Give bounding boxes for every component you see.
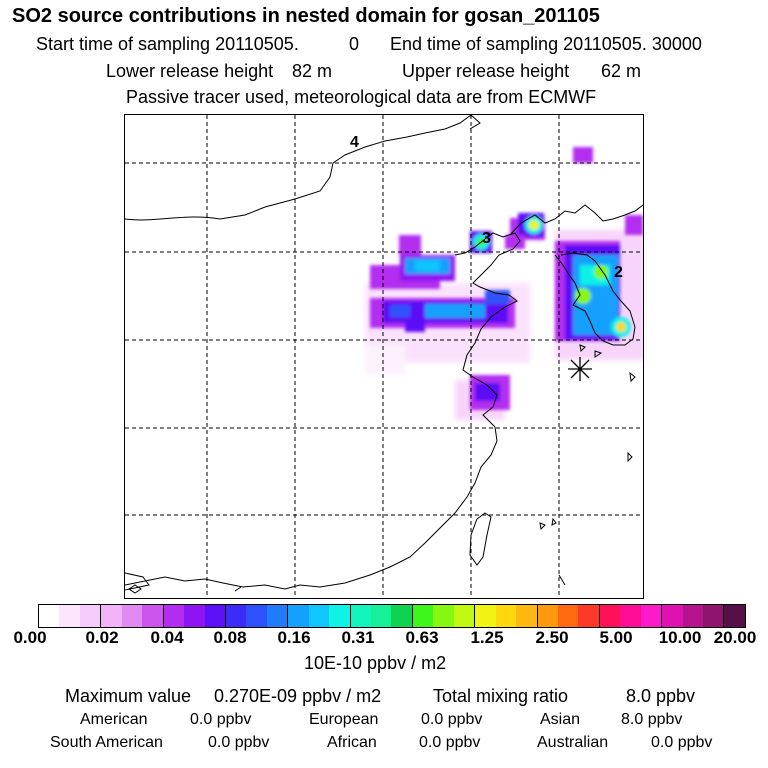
colorbar-segment bbox=[662, 605, 683, 627]
colorbar-segment bbox=[163, 605, 185, 627]
colorbar-segment bbox=[288, 605, 309, 627]
american-value: 0.0 ppbv bbox=[190, 711, 252, 728]
colorbar-tick: 10.00 bbox=[658, 628, 702, 647]
graticule bbox=[125, 115, 643, 598]
australian-label: Australian bbox=[537, 734, 609, 751]
colorbar-segment bbox=[682, 605, 703, 627]
asian-value: 8.0 ppbv bbox=[621, 711, 683, 728]
total-mixing-value: 8.0 ppbv bbox=[626, 686, 696, 706]
tracer-note: Passive tracer used, meteorological data… bbox=[126, 87, 597, 107]
colorbar-segment bbox=[308, 605, 330, 627]
lower-height-label: Lower release height bbox=[106, 61, 274, 81]
european-label: European bbox=[309, 711, 379, 728]
lower-height-value: 82 m bbox=[292, 61, 333, 81]
colorbar-tick: 1.25 bbox=[470, 628, 504, 647]
colorbar-segment bbox=[101, 605, 122, 627]
colorbar-segment bbox=[557, 605, 579, 627]
colorbar bbox=[38, 604, 746, 628]
upper-height-label: Upper release height bbox=[402, 61, 570, 81]
colorbar-segment bbox=[79, 605, 102, 627]
region-label-4: 4 bbox=[350, 134, 359, 151]
start-time-value: 0 bbox=[349, 34, 360, 54]
colorbar-segment bbox=[599, 605, 621, 627]
colorbar-segment bbox=[640, 605, 663, 627]
colorbar-tick: 2.50 bbox=[535, 628, 569, 647]
colorbar-tick: 0.63 bbox=[405, 628, 439, 647]
colorbar-tick: 0.02 bbox=[85, 628, 119, 647]
colorbar-segment bbox=[724, 605, 745, 627]
colorbar-segment bbox=[453, 605, 476, 627]
colorbar-segment bbox=[350, 605, 371, 627]
colorbar-segment bbox=[578, 605, 600, 627]
region-label-3: 3 bbox=[482, 230, 491, 247]
colorbar-segment bbox=[121, 605, 143, 627]
region-label-2: 2 bbox=[614, 264, 623, 281]
colorbar-segment bbox=[329, 605, 351, 627]
concentration-plume bbox=[365, 147, 643, 420]
colorbar-units: 10E-10 ppbv / m2 bbox=[304, 653, 447, 673]
colorbar-segment bbox=[39, 605, 60, 627]
colorbar-segment bbox=[142, 605, 164, 627]
start-time-label: Start time of sampling 20110505. bbox=[36, 34, 299, 54]
page-title: SO2 source contributions in nested domai… bbox=[12, 5, 600, 27]
asian-label: Asian bbox=[540, 711, 581, 728]
total-mixing-label: Total mixing ratio bbox=[433, 686, 569, 706]
south-american-label: South American bbox=[50, 734, 163, 751]
colorbar-segment bbox=[184, 605, 205, 627]
colorbar-segment bbox=[266, 605, 289, 627]
colorbar-segment bbox=[246, 605, 267, 627]
receptor-marker-icon bbox=[568, 357, 592, 381]
colorbar-segment bbox=[412, 605, 434, 627]
colorbar-segment bbox=[433, 605, 454, 627]
colorbar-segment bbox=[204, 605, 226, 627]
colorbar-tick: 0.31 bbox=[341, 628, 375, 647]
australian-value: 0.0 ppbv bbox=[651, 734, 713, 751]
african-value: 0.0 ppbv bbox=[419, 734, 481, 751]
upper-height-value: 62 m bbox=[601, 61, 642, 81]
american-label: American bbox=[80, 711, 148, 728]
colorbar-segment bbox=[475, 605, 496, 627]
colorbar-tick: 0.08 bbox=[213, 628, 247, 647]
colorbar-tick: 5.00 bbox=[599, 628, 633, 647]
colorbar-tick: 20.00 bbox=[713, 628, 757, 647]
colorbar-segment bbox=[225, 605, 247, 627]
african-label: African bbox=[327, 734, 377, 751]
max-value: 0.270E-09 ppbv / m2 bbox=[214, 686, 382, 706]
colorbar-segment bbox=[391, 605, 413, 627]
european-value: 0.0 ppbv bbox=[421, 711, 483, 728]
colorbar-tick: 0.04 bbox=[150, 628, 184, 647]
colorbar-segment bbox=[703, 605, 725, 627]
colorbar-segment bbox=[371, 605, 392, 627]
colorbar-segment bbox=[495, 605, 517, 627]
colorbar-segment bbox=[620, 605, 641, 627]
colorbar-tick: 0.16 bbox=[277, 628, 311, 647]
max-value-label: Maximum value bbox=[65, 686, 192, 706]
map-canvas: 4 3 2 bbox=[125, 115, 643, 598]
end-time-label: End time of sampling 20110505. 30000 bbox=[390, 34, 702, 54]
map-panel: 4 3 2 bbox=[124, 114, 644, 599]
colorbar-segment bbox=[59, 605, 80, 627]
colorbar-segment bbox=[537, 605, 558, 627]
colorbar-segment bbox=[516, 605, 538, 627]
colorbar-tick: 0.00 bbox=[13, 628, 47, 647]
south-american-value: 0.0 ppbv bbox=[208, 734, 270, 751]
